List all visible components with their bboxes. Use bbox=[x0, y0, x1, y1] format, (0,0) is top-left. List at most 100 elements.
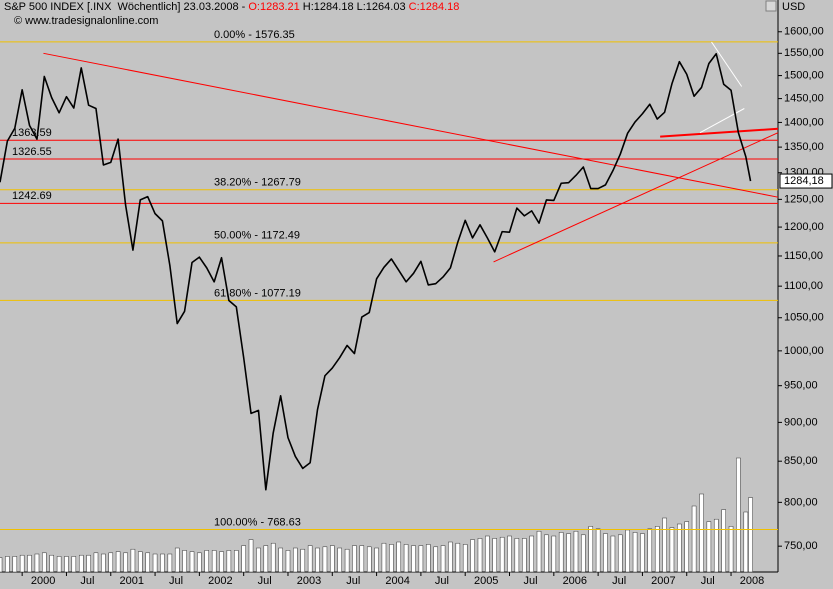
x-tick-label: 2007 bbox=[651, 575, 675, 587]
y-tick-label: 1250,00 bbox=[784, 193, 824, 205]
volume-bar bbox=[618, 534, 623, 573]
volume-bar bbox=[78, 554, 84, 573]
volume-bar bbox=[270, 542, 276, 573]
volume-bar bbox=[0, 557, 3, 573]
volume-bar bbox=[27, 554, 32, 573]
header-part: H:1284.18 L:1264.03 bbox=[300, 1, 409, 13]
volume-bar bbox=[595, 528, 601, 573]
volume-bar bbox=[514, 538, 520, 573]
x-tick-label: Jul bbox=[258, 575, 272, 587]
x-tick-label: Jul bbox=[612, 575, 626, 587]
y-tick-label: 1400,00 bbox=[784, 116, 824, 128]
last-price-label: 1284,18 bbox=[784, 175, 824, 187]
volume-bar bbox=[101, 553, 106, 573]
volume-bar bbox=[167, 553, 173, 573]
volume-bar bbox=[115, 551, 121, 573]
volume-bar bbox=[684, 521, 690, 573]
volume-bar bbox=[42, 552, 47, 573]
x-tick-label: Jul bbox=[523, 575, 537, 587]
volume-bar bbox=[381, 542, 387, 573]
x-tick-label: Jul bbox=[80, 575, 94, 587]
volume-bar bbox=[307, 545, 313, 573]
volume-bar bbox=[19, 554, 25, 573]
y-tick-label: 950,00 bbox=[784, 380, 818, 392]
volume-bar bbox=[352, 545, 357, 573]
y-tick-label: 1150,00 bbox=[784, 250, 823, 262]
volume-bar bbox=[588, 526, 594, 573]
volume-bar bbox=[581, 534, 586, 573]
volume-bar bbox=[374, 547, 379, 573]
y-tick-label: 1200,00 bbox=[784, 221, 824, 233]
volume-bar bbox=[485, 535, 490, 573]
volume-bar bbox=[470, 539, 475, 573]
volume-bar bbox=[418, 545, 424, 573]
volume-bar bbox=[359, 545, 365, 573]
price-line bbox=[0, 52, 752, 491]
trendline bbox=[43, 52, 779, 198]
volume-bar bbox=[34, 553, 40, 573]
x-tick-label: 2006 bbox=[563, 575, 587, 587]
volume-bar bbox=[56, 556, 62, 573]
volume-bar bbox=[64, 556, 69, 573]
y-tick-label: 1500,00 bbox=[784, 69, 824, 81]
volume-bar bbox=[256, 547, 261, 573]
volume-bar bbox=[440, 545, 446, 573]
volume-bar bbox=[322, 546, 328, 573]
volume-bar bbox=[647, 528, 653, 573]
volume-bar bbox=[5, 556, 10, 573]
level-label: 1242.69 bbox=[12, 190, 52, 202]
volume-bar bbox=[93, 552, 99, 573]
fib-label: 100.00% - 768.63 bbox=[214, 516, 301, 528]
volume-bar bbox=[234, 550, 239, 573]
volume-bar bbox=[344, 548, 350, 573]
chart-header: S&P 500 INDEX [.INX Wöchentlich] 23.03.2… bbox=[4, 1, 459, 13]
trendline bbox=[699, 108, 745, 134]
volume-bar bbox=[137, 551, 143, 573]
volume-bar bbox=[403, 544, 409, 573]
volume-bar bbox=[189, 551, 195, 573]
volume-bar bbox=[632, 532, 638, 573]
volume-bar bbox=[396, 541, 402, 573]
header-part: S&P 500 INDEX [.INX Wöchentlich] 23.03.2… bbox=[4, 1, 248, 13]
volume-bar bbox=[71, 556, 77, 573]
volume-bar bbox=[248, 539, 254, 573]
fib-label: 50.00% - 1172.49 bbox=[214, 230, 300, 242]
volume-bar bbox=[366, 546, 372, 573]
y-tick-label: 1350,00 bbox=[784, 141, 824, 153]
y-tick-label: 1550,00 bbox=[784, 47, 824, 59]
volume-bar bbox=[492, 538, 497, 573]
volume-bar bbox=[160, 553, 165, 573]
volume-bar bbox=[699, 493, 704, 573]
x-tick-label: Jul bbox=[701, 575, 715, 587]
volume-bar bbox=[669, 527, 675, 573]
header-part: C:1284.18 bbox=[409, 1, 460, 13]
volume-bar bbox=[499, 536, 505, 573]
volume-bar bbox=[462, 544, 468, 573]
volume-bar bbox=[654, 526, 660, 573]
volume-bar bbox=[743, 511, 749, 573]
volume-bar bbox=[713, 518, 719, 573]
x-tick-label: 2000 bbox=[31, 575, 55, 587]
volume-bar bbox=[544, 534, 549, 573]
volume-bar bbox=[219, 551, 224, 573]
volume-bar bbox=[748, 497, 753, 573]
volume-bar bbox=[691, 505, 697, 573]
x-tick-label: 2002 bbox=[208, 575, 232, 587]
volume-bar bbox=[640, 533, 645, 573]
volume-bar bbox=[566, 533, 571, 573]
scroll-button[interactable] bbox=[765, 0, 777, 12]
volume-bar bbox=[123, 552, 128, 573]
y-unit: USD bbox=[782, 1, 805, 13]
y-tick-label: 1100,00 bbox=[784, 280, 823, 292]
fib-label: 38.20% - 1267.79 bbox=[214, 177, 301, 189]
volume-bar bbox=[293, 547, 298, 573]
volume-bar bbox=[145, 552, 150, 573]
volume-bar bbox=[448, 541, 453, 573]
fib-label: 61.80% - 1077.19 bbox=[214, 287, 301, 299]
volume-bar bbox=[49, 554, 54, 573]
volume-bar bbox=[677, 523, 682, 573]
y-tick-label: 1600,00 bbox=[784, 26, 824, 38]
volume-bar bbox=[226, 550, 232, 573]
volume-bar bbox=[174, 547, 180, 573]
